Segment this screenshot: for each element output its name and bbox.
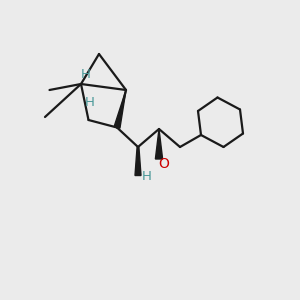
Text: H: H [85, 95, 95, 109]
Polygon shape [155, 129, 163, 159]
Polygon shape [114, 90, 126, 128]
Text: O: O [158, 157, 169, 170]
Text: H: H [81, 68, 90, 82]
Text: H: H [142, 170, 152, 184]
Polygon shape [135, 147, 141, 176]
